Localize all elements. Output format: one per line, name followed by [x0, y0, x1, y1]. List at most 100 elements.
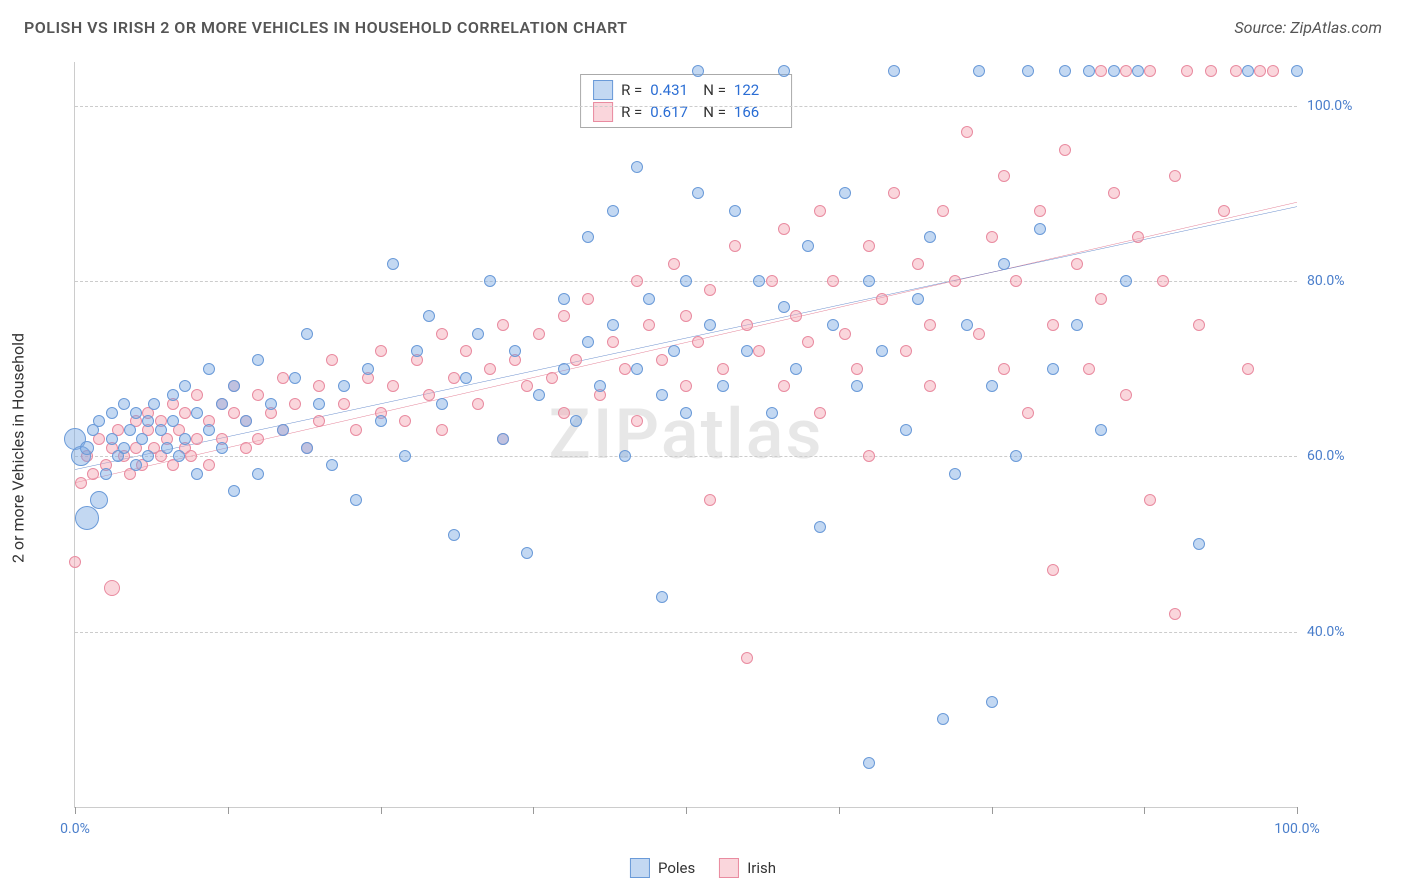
irish-point [497, 319, 509, 331]
poles-point [100, 468, 112, 480]
poles-point [912, 293, 924, 305]
irish-point [986, 231, 998, 243]
irish-point [191, 389, 203, 401]
poles-point [106, 407, 118, 419]
irish-point [973, 328, 985, 340]
irish-point [252, 389, 264, 401]
irish-point [87, 468, 99, 480]
irish-point [949, 275, 961, 287]
poles-point [594, 380, 606, 392]
poles-point [986, 380, 998, 392]
irish-point [387, 380, 399, 392]
poles-point [1059, 65, 1071, 77]
poles-point [888, 65, 900, 77]
irish-point [313, 415, 325, 427]
irish-point [814, 205, 826, 217]
poles-point [387, 258, 399, 270]
irish-point [863, 450, 875, 462]
poles-point [399, 450, 411, 462]
irish-point [680, 310, 692, 322]
irish-point [1181, 65, 1193, 77]
legend-swatch-poles [630, 858, 650, 878]
poles-point [619, 450, 631, 462]
poles-point [148, 398, 160, 410]
poles-point [509, 345, 521, 357]
poles-point [680, 407, 692, 419]
irish-point [179, 407, 191, 419]
poles-point [631, 161, 643, 173]
poles-point [863, 275, 875, 287]
poles-point [607, 319, 619, 331]
legend-label-poles: Poles [658, 859, 695, 877]
poles-point [436, 398, 448, 410]
poles-point [362, 363, 374, 375]
irish-point [1095, 65, 1107, 77]
irish-point [876, 293, 888, 305]
poles-point [766, 407, 778, 419]
poles-point [142, 415, 154, 427]
poles-point [680, 275, 692, 287]
irish-point [228, 407, 240, 419]
poles-point [167, 389, 179, 401]
irish-point [741, 652, 753, 664]
poles-point [692, 187, 704, 199]
irish-point [656, 354, 668, 366]
irish-point [1095, 293, 1107, 305]
irish-point [924, 319, 936, 331]
irish-point [436, 328, 448, 340]
poles-point [313, 398, 325, 410]
poles-point [924, 231, 936, 243]
poles-point [949, 468, 961, 480]
poles-point [1083, 65, 1095, 77]
poles-point [228, 380, 240, 392]
poles-point [656, 591, 668, 603]
poles-point [1242, 65, 1254, 77]
poles-r-value: 0.431 [650, 81, 695, 99]
poles-point [570, 415, 582, 427]
poles-point [851, 380, 863, 392]
legend-swatch-irish [719, 858, 739, 878]
irish-point [1230, 65, 1242, 77]
poles-point [692, 65, 704, 77]
irish-point [69, 556, 81, 568]
legend-row-poles: R = 0.431 N = 122 [593, 79, 779, 101]
irish-point [104, 580, 120, 596]
poles-point [411, 345, 423, 357]
poles-point [167, 415, 179, 427]
irish-point [912, 258, 924, 270]
irish-point [436, 424, 448, 436]
poles-point [326, 459, 338, 471]
irish-point [1218, 205, 1230, 217]
irish-point [802, 336, 814, 348]
poles-point [118, 398, 130, 410]
poles-point [876, 345, 888, 357]
irish-point [558, 310, 570, 322]
poles-point [1034, 223, 1046, 235]
irish-point [1083, 363, 1095, 375]
irish-point [460, 345, 472, 357]
irish-point [1254, 65, 1266, 77]
poles-point [460, 372, 472, 384]
x-tick-label: 0.0% [60, 821, 90, 837]
irish-point [546, 372, 558, 384]
irish-point [423, 389, 435, 401]
poles-point [350, 494, 362, 506]
irish-point [814, 407, 826, 419]
poles-point [93, 415, 105, 427]
poles-point [814, 521, 826, 533]
poles-point [631, 363, 643, 375]
poles-point [265, 398, 277, 410]
poles-point [778, 301, 790, 313]
poles-point [558, 293, 570, 305]
legend-label-irish: Irish [747, 859, 776, 877]
poles-point [937, 713, 949, 725]
irish-point [1034, 205, 1046, 217]
irish-point [1169, 170, 1181, 182]
irish-point [1010, 275, 1022, 287]
irish-point [704, 494, 716, 506]
poles-point [668, 345, 680, 357]
poles-point [1291, 65, 1303, 77]
y-tick-label: 40.0% [1307, 624, 1372, 640]
poles-point [130, 459, 142, 471]
poles-point [203, 363, 215, 375]
